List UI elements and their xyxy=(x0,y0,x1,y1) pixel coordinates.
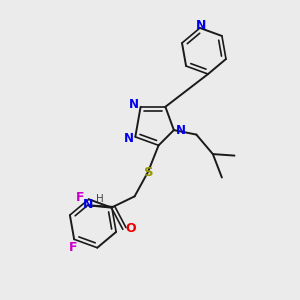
Text: N: N xyxy=(124,132,134,145)
Text: S: S xyxy=(144,166,153,178)
Text: N: N xyxy=(196,20,206,32)
Text: N: N xyxy=(129,98,139,111)
Text: O: O xyxy=(125,222,136,235)
Text: F: F xyxy=(68,241,77,254)
Text: H: H xyxy=(96,194,104,204)
Text: N: N xyxy=(83,198,93,211)
Text: N: N xyxy=(176,124,185,136)
Text: F: F xyxy=(76,191,85,204)
